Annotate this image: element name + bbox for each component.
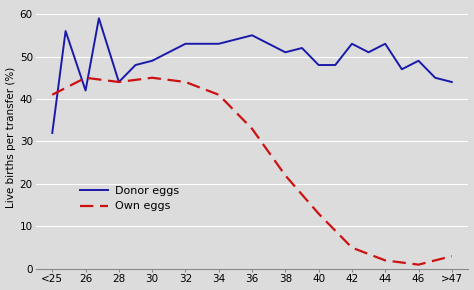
Y-axis label: Live births per transfer (%): Live births per transfer (%) [6, 67, 16, 208]
Legend: Donor eggs, Own eggs: Donor eggs, Own eggs [76, 182, 183, 216]
